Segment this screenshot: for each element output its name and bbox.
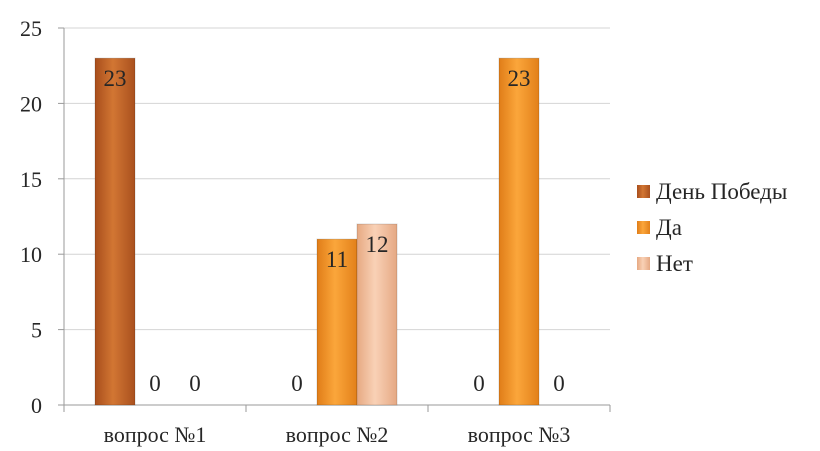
legend-label: День Победы — [656, 179, 787, 204]
y-tick-label: 20 — [20, 91, 42, 116]
data-label: 11 — [326, 247, 348, 272]
legend-label: Нет — [656, 251, 693, 276]
legend-swatch — [637, 221, 650, 234]
legend: День Победы Да Нет — [637, 179, 787, 276]
x-category-label: вопрос №1 — [104, 422, 207, 447]
bar — [498, 57, 540, 406]
y-tick-label: 25 — [20, 16, 42, 41]
legend-swatch — [637, 257, 650, 270]
y-tick-label: 10 — [20, 242, 42, 267]
legend-label: Да — [656, 215, 682, 240]
data-label: 0 — [149, 371, 161, 396]
data-label: 12 — [366, 232, 389, 257]
data-label: 23 — [104, 66, 127, 91]
data-label: 0 — [553, 371, 565, 396]
y-tick-label: 0 — [31, 393, 42, 418]
bar — [316, 238, 358, 406]
data-label: 0 — [473, 371, 485, 396]
data-label: 0 — [189, 371, 201, 396]
data-labels: 23 0 0 0 11 12 0 23 0 — [104, 66, 565, 396]
data-label: 0 — [291, 371, 303, 396]
bar — [94, 57, 136, 406]
y-tick-label: 15 — [20, 167, 42, 192]
bar — [356, 223, 398, 406]
x-category-label: вопрос №2 — [286, 422, 389, 447]
x-category-label: вопрос №3 — [468, 422, 571, 447]
y-tick-label: 5 — [31, 318, 42, 343]
data-label: 23 — [508, 66, 531, 91]
legend-swatch — [637, 185, 650, 198]
axes: 0 5 10 15 20 25 вопрос №1 вопрос №2 вопрос №3 — [20, 16, 611, 447]
bars — [94, 57, 540, 406]
